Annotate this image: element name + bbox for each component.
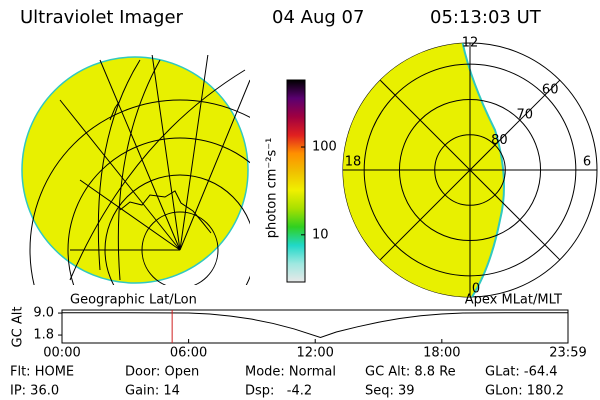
mlt-label: 12: [462, 36, 479, 51]
geo-map: [21, 55, 250, 285]
y-tick-label: 1.8: [33, 328, 54, 343]
altitude-line: [62, 312, 568, 339]
time: 05:13:03 UT: [430, 7, 542, 28]
lat-label: 70: [517, 108, 534, 123]
info-field: GC Alt: 8.8 Re: [365, 365, 456, 380]
x-tick-label: 12:00: [296, 346, 333, 361]
x-tick-label: 06:00: [170, 346, 207, 361]
lat-label: 80: [491, 133, 508, 148]
mlt-label: 18: [345, 155, 362, 170]
info-field: GLat: -64.4: [485, 365, 558, 380]
x-tick-label: 00:00: [43, 346, 80, 361]
x-tick-label: 18:00: [423, 346, 460, 361]
mlt-label: 0: [472, 282, 480, 297]
colorbar: [286, 79, 306, 283]
info-field: Dsp: -4.2: [245, 384, 312, 399]
colorbar-tick-label: 100: [312, 140, 337, 155]
info-field: GLon: 180.2: [485, 384, 564, 399]
info-field: Gain: 14: [125, 384, 180, 399]
info-field: Seq: 39: [365, 384, 415, 399]
x-tick-label: 23:59: [549, 346, 586, 361]
y-axis-label: GC Alt: [11, 307, 26, 348]
diagonal: [379, 79, 561, 261]
info-field: Flt: HOME: [10, 365, 74, 380]
title: Ultraviolet Imager: [20, 7, 184, 28]
info-field: IP: 36.0: [10, 384, 59, 399]
y-tick-label: 9.0: [33, 306, 54, 321]
left-panel-label: Geographic Lat/Lon: [70, 293, 197, 308]
info-field: Mode: Normal: [245, 365, 336, 380]
right-panel-label: Apex MLat/MLT: [465, 293, 562, 308]
polar-plot: [342, 42, 598, 298]
lat-label: 60: [542, 82, 559, 97]
date: 04 Aug 07: [272, 7, 364, 28]
colorbar-label: photon cm⁻²s⁻¹: [265, 138, 280, 239]
colorbar-tick-label: 10: [312, 227, 329, 242]
mlt-label: 6: [583, 155, 591, 170]
info-field: Door: Open: [125, 365, 199, 380]
